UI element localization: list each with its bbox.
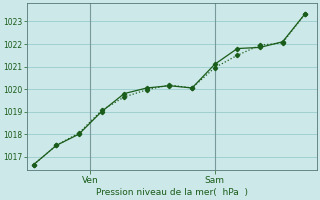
X-axis label: Pression niveau de la mer(  hPa  ): Pression niveau de la mer( hPa ) [96, 188, 248, 197]
